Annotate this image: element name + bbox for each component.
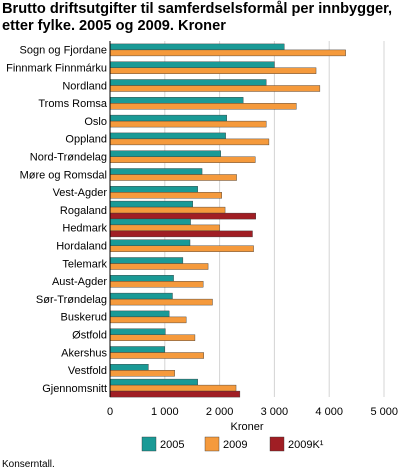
- bar-1-series-0: [109, 61, 275, 68]
- bar-16-series-1: [109, 334, 196, 341]
- bar-19-series-1: [109, 384, 237, 392]
- tick-label-5: 5 000: [370, 406, 398, 418]
- category-label-11: Hordaland: [56, 241, 107, 253]
- bar-6-series-0: [109, 150, 221, 157]
- bar-8-series-0: [109, 186, 198, 193]
- category-label-17: Akershus: [61, 347, 107, 359]
- tick-label-3: 3 000: [261, 406, 289, 418]
- category-label-16: Østfold: [72, 330, 107, 342]
- bar-9-series-0: [109, 200, 193, 208]
- category-label-1: Finnmark Finnmárku: [6, 63, 107, 75]
- bar-5-series-0: [109, 132, 226, 140]
- chart-title: Brutto driftsutgifter til samferdselsfor…: [2, 1, 393, 34]
- bar-17-series-0: [109, 346, 165, 353]
- tick-label-0: 0: [107, 406, 113, 418]
- bar-10-series-1: [109, 224, 220, 232]
- x-axis-title: Kroner: [230, 421, 263, 433]
- legend: 2005 2009 2009K¹: [141, 436, 324, 452]
- category-label-8: Vest-Agder: [53, 187, 108, 199]
- tick-labels: 0 1 000 2 000 3 000 4 000 5 000: [107, 406, 398, 418]
- bar-14-series-0: [109, 292, 173, 300]
- tick-label-2: 2 000: [206, 406, 234, 418]
- bar-16-series-0: [109, 328, 166, 335]
- bar-2-series-0: [109, 79, 267, 86]
- category-label-19: Gjennomsnitt: [42, 383, 107, 395]
- bar-18-series-0: [109, 364, 149, 371]
- category-label-6: Nord-Trøndelag: [30, 152, 107, 164]
- bar-0-series-1: [109, 49, 346, 57]
- category-label-7: Møre og Romsdal: [20, 169, 107, 181]
- category-label-14: Sør-Trøndelag: [36, 294, 107, 306]
- category-label-4: Oslo: [84, 116, 107, 128]
- bar-1-series-1: [109, 67, 317, 74]
- bar-3-series-0: [109, 97, 244, 104]
- legend-label-0: 2005: [160, 439, 184, 451]
- bar-9-series-1: [109, 206, 226, 214]
- category-label-15: Buskerud: [61, 312, 107, 324]
- bar-10-series-2: [109, 230, 253, 238]
- tick-label-4: 4 000: [315, 406, 343, 418]
- bar-9-series-2: [109, 212, 256, 220]
- legend-swatch-2: [269, 436, 285, 452]
- bar-0-series-0: [109, 43, 285, 51]
- bar-11-series-0: [109, 239, 191, 246]
- source-note: Konserntall.: [2, 459, 55, 470]
- bar-10-series-0: [109, 218, 191, 226]
- bar-13-series-1: [109, 281, 204, 288]
- bar-2-series-1: [109, 85, 321, 92]
- bar-3-series-1: [109, 103, 297, 110]
- bar-11-series-1: [109, 245, 254, 252]
- bar-12-series-1: [109, 263, 209, 270]
- category-label-18: Vestfold: [68, 365, 107, 377]
- bar-7-series-0: [109, 168, 203, 175]
- bar-18-series-1: [109, 370, 175, 377]
- bar-8-series-1: [109, 192, 222, 199]
- category-label-12: Telemark: [62, 258, 107, 270]
- legend-label-2: 2009K¹: [288, 439, 324, 451]
- category-label-5: Oppland: [65, 134, 107, 146]
- legend-swatch-0: [141, 436, 157, 452]
- bar-17-series-1: [109, 352, 204, 359]
- category-label-3: Troms Romsa: [38, 98, 108, 110]
- bar-13-series-0: [109, 275, 174, 282]
- bar-5-series-1: [109, 138, 270, 146]
- bar-15-series-0: [109, 310, 170, 318]
- bar-19-series-2: [109, 390, 241, 398]
- category-label-13: Aust-Agder: [52, 276, 107, 288]
- bar-4-series-0: [109, 114, 227, 122]
- bar-14-series-1: [109, 298, 213, 306]
- bars: [109, 43, 346, 398]
- legend-swatch-1: [204, 436, 220, 452]
- category-label-9: Rogaland: [60, 205, 107, 217]
- tick-label-1: 1 000: [151, 406, 179, 418]
- category-label-2: Nordland: [62, 80, 107, 92]
- bar-4-series-1: [109, 120, 267, 128]
- bar-7-series-1: [109, 174, 237, 181]
- legend-label-1: 2009: [223, 439, 247, 451]
- bar-15-series-1: [109, 316, 187, 324]
- bar-6-series-1: [109, 156, 256, 163]
- bar-19-series-0: [109, 378, 198, 386]
- bar-12-series-0: [109, 257, 184, 264]
- category-label-0: Sogn og Fjordane: [20, 45, 107, 57]
- category-label-10: Hedmark: [62, 223, 107, 235]
- category-labels: Sogn og Fjordane Finnmark Finnmárku Nordla…: [6, 45, 108, 395]
